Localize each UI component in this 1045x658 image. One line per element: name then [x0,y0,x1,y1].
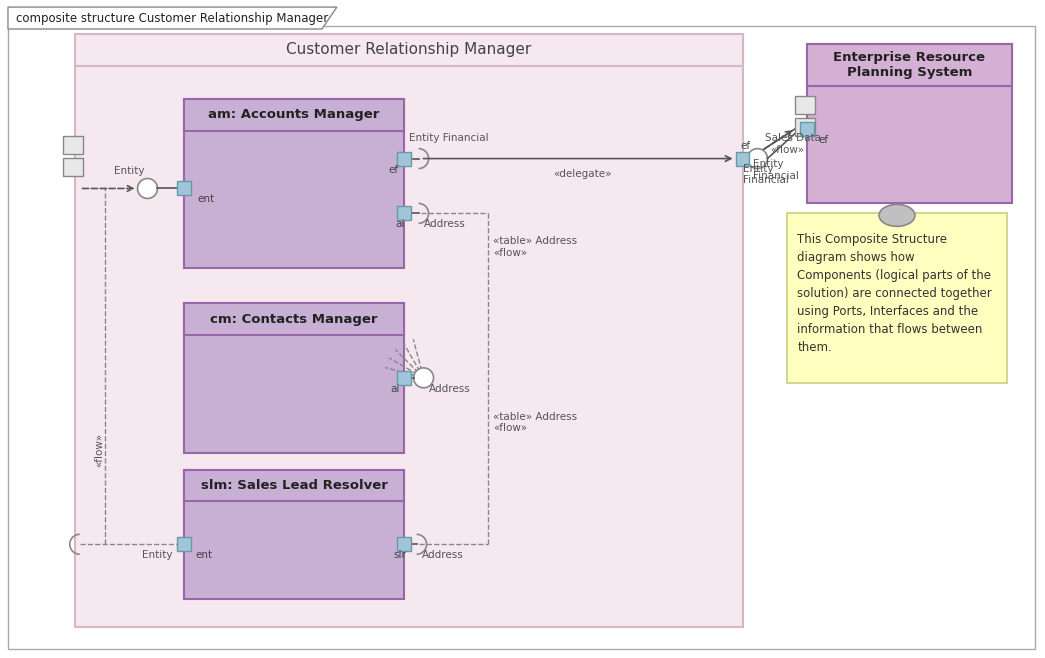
FancyBboxPatch shape [184,99,403,131]
Text: slr: slr [394,550,407,560]
FancyBboxPatch shape [75,34,743,627]
Text: Address: Address [423,219,465,230]
FancyBboxPatch shape [397,371,411,385]
Text: «delegate»: «delegate» [553,168,611,178]
FancyBboxPatch shape [178,538,191,551]
FancyBboxPatch shape [808,44,1012,86]
Text: Sales Data: Sales Data [765,133,821,143]
Circle shape [414,368,434,388]
Text: «flow»: «flow» [95,432,104,467]
Text: This Composite Structure
diagram shows how
Components (logical parts of the
solu: This Composite Structure diagram shows h… [797,234,992,354]
FancyBboxPatch shape [63,157,83,176]
Text: ef: ef [741,141,750,151]
Text: ent: ent [198,194,214,205]
FancyBboxPatch shape [795,118,815,136]
Ellipse shape [879,205,915,226]
Text: «table» Address
«flow»: «table» Address «flow» [493,236,578,258]
Text: Customer Relationship Manager: Customer Relationship Manager [286,42,531,57]
Text: Entity: Entity [142,550,172,560]
FancyBboxPatch shape [787,213,1006,383]
Text: composite structure Customer Relationship Manager: composite structure Customer Relationshi… [16,12,328,24]
Text: ef: ef [389,164,399,174]
Text: ent: ent [195,550,212,560]
Text: Entity: Entity [114,166,145,176]
FancyBboxPatch shape [178,182,191,195]
FancyBboxPatch shape [184,470,403,599]
Text: «flow»: «flow» [770,145,804,155]
Circle shape [138,178,158,199]
Text: slm: Sales Lead Resolver: slm: Sales Lead Resolver [201,479,388,492]
FancyBboxPatch shape [397,151,411,166]
Text: ef: ef [818,135,829,145]
Text: Enterprise Resource
Planning System: Enterprise Resource Planning System [834,51,985,79]
FancyBboxPatch shape [397,538,411,551]
Text: Address: Address [428,384,470,393]
Text: Entity Financial: Entity Financial [409,133,488,143]
FancyBboxPatch shape [75,34,743,66]
FancyBboxPatch shape [808,44,1012,203]
Text: Entity
Financial: Entity Financial [743,164,788,186]
FancyBboxPatch shape [795,96,815,114]
FancyBboxPatch shape [184,470,403,501]
Text: «table» Address
«flow»: «table» Address «flow» [493,411,578,433]
FancyBboxPatch shape [397,207,411,220]
FancyBboxPatch shape [184,303,403,453]
FancyBboxPatch shape [184,303,403,335]
Text: Address: Address [421,550,463,560]
Polygon shape [8,7,336,29]
Text: ai: ai [396,219,405,230]
Text: am: Accounts Manager: am: Accounts Manager [208,108,379,121]
FancyBboxPatch shape [736,151,749,166]
FancyBboxPatch shape [63,136,83,153]
FancyBboxPatch shape [800,122,814,136]
FancyBboxPatch shape [8,26,1035,649]
FancyBboxPatch shape [184,99,403,268]
Circle shape [747,149,767,168]
Text: Entity
Financial: Entity Financial [753,159,799,180]
Text: cm: Contacts Manager: cm: Contacts Manager [210,313,377,326]
Text: ai: ai [391,384,400,393]
